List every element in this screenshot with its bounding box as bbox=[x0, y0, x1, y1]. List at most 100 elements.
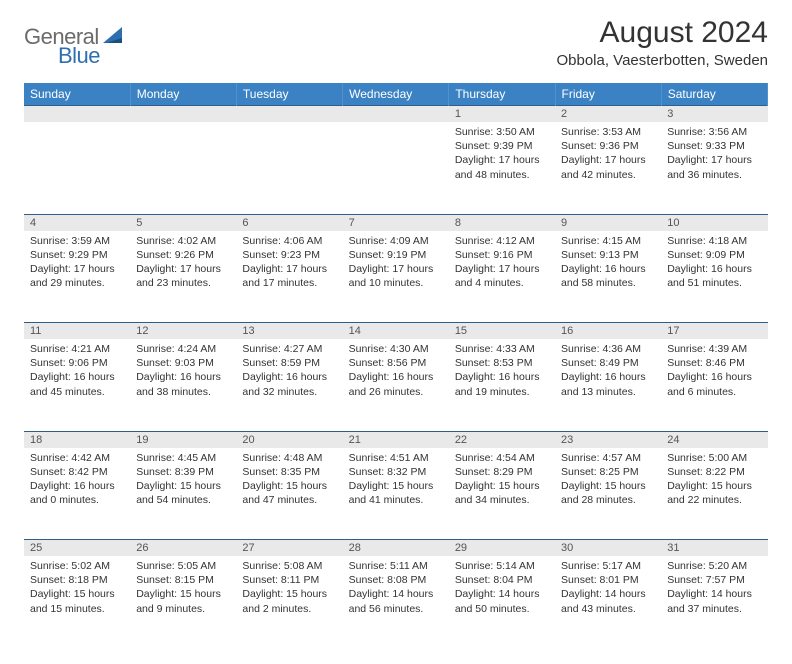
day-cell: Sunrise: 4:02 AMSunset: 9:26 PMDaylight:… bbox=[130, 231, 236, 323]
day-number-cell bbox=[24, 106, 130, 123]
brand-text-2: Blue bbox=[24, 43, 100, 69]
day-details: Sunrise: 4:27 AMSunset: 8:59 PMDaylight:… bbox=[236, 339, 342, 405]
day-details: Sunrise: 4:39 AMSunset: 8:46 PMDaylight:… bbox=[661, 339, 767, 405]
day-number-cell: 18 bbox=[24, 431, 130, 448]
day-cell: Sunrise: 5:05 AMSunset: 8:15 PMDaylight:… bbox=[130, 556, 236, 648]
day-number: 24 bbox=[661, 432, 767, 448]
day-number-cell: 6 bbox=[236, 214, 342, 231]
day-cell bbox=[343, 122, 449, 214]
day-cell: Sunrise: 3:59 AMSunset: 9:29 PMDaylight:… bbox=[24, 231, 130, 323]
day-cell: Sunrise: 3:56 AMSunset: 9:33 PMDaylight:… bbox=[661, 122, 767, 214]
day-number: 11 bbox=[24, 323, 130, 339]
day-cell bbox=[130, 122, 236, 214]
day-header: Thursday bbox=[449, 83, 555, 106]
day-number-cell: 22 bbox=[449, 431, 555, 448]
title-block: August 2024 Obbola, Vaesterbotten, Swede… bbox=[556, 16, 768, 69]
day-cell: Sunrise: 4:45 AMSunset: 8:39 PMDaylight:… bbox=[130, 448, 236, 540]
day-cell: Sunrise: 4:27 AMSunset: 8:59 PMDaylight:… bbox=[236, 339, 342, 431]
day-cell: Sunrise: 3:53 AMSunset: 9:36 PMDaylight:… bbox=[555, 122, 661, 214]
day-cell: Sunrise: 4:54 AMSunset: 8:29 PMDaylight:… bbox=[449, 448, 555, 540]
day-cell bbox=[24, 122, 130, 214]
day-details: Sunrise: 4:06 AMSunset: 9:23 PMDaylight:… bbox=[236, 231, 342, 297]
day-number-cell: 2 bbox=[555, 106, 661, 123]
day-cell bbox=[236, 122, 342, 214]
day-number: 31 bbox=[661, 540, 767, 556]
day-header: Sunday bbox=[24, 83, 130, 106]
day-number-cell: 31 bbox=[661, 540, 767, 557]
day-cell: Sunrise: 4:48 AMSunset: 8:35 PMDaylight:… bbox=[236, 448, 342, 540]
day-details: Sunrise: 4:21 AMSunset: 9:06 PMDaylight:… bbox=[24, 339, 130, 405]
day-number-cell: 30 bbox=[555, 540, 661, 557]
day-cell: Sunrise: 5:14 AMSunset: 8:04 PMDaylight:… bbox=[449, 556, 555, 648]
day-number: 29 bbox=[449, 540, 555, 556]
day-number-cell: 26 bbox=[130, 540, 236, 557]
day-number-cell: 25 bbox=[24, 540, 130, 557]
day-cell: Sunrise: 4:57 AMSunset: 8:25 PMDaylight:… bbox=[555, 448, 661, 540]
day-number: 12 bbox=[130, 323, 236, 339]
day-number-cell: 16 bbox=[555, 323, 661, 340]
day-details: Sunrise: 4:36 AMSunset: 8:49 PMDaylight:… bbox=[555, 339, 661, 405]
day-number: 14 bbox=[343, 323, 449, 339]
day-number-cell: 20 bbox=[236, 431, 342, 448]
day-details: Sunrise: 4:42 AMSunset: 8:42 PMDaylight:… bbox=[24, 448, 130, 514]
day-number bbox=[236, 106, 342, 122]
day-number-cell: 23 bbox=[555, 431, 661, 448]
day-details: Sunrise: 3:50 AMSunset: 9:39 PMDaylight:… bbox=[449, 122, 555, 188]
day-cell: Sunrise: 3:50 AMSunset: 9:39 PMDaylight:… bbox=[449, 122, 555, 214]
day-number-cell: 29 bbox=[449, 540, 555, 557]
day-number: 19 bbox=[130, 432, 236, 448]
day-cell: Sunrise: 4:18 AMSunset: 9:09 PMDaylight:… bbox=[661, 231, 767, 323]
day-details: Sunrise: 4:12 AMSunset: 9:16 PMDaylight:… bbox=[449, 231, 555, 297]
day-number-cell: 19 bbox=[130, 431, 236, 448]
day-cell: Sunrise: 4:12 AMSunset: 9:16 PMDaylight:… bbox=[449, 231, 555, 323]
day-details: Sunrise: 4:30 AMSunset: 8:56 PMDaylight:… bbox=[343, 339, 449, 405]
day-number: 8 bbox=[449, 215, 555, 231]
day-cell: Sunrise: 4:21 AMSunset: 9:06 PMDaylight:… bbox=[24, 339, 130, 431]
day-number-cell: 13 bbox=[236, 323, 342, 340]
day-cell: Sunrise: 5:11 AMSunset: 8:08 PMDaylight:… bbox=[343, 556, 449, 648]
day-details: Sunrise: 4:51 AMSunset: 8:32 PMDaylight:… bbox=[343, 448, 449, 514]
day-details: Sunrise: 4:45 AMSunset: 8:39 PMDaylight:… bbox=[130, 448, 236, 514]
day-number: 4 bbox=[24, 215, 130, 231]
day-number-cell: 12 bbox=[130, 323, 236, 340]
day-number: 18 bbox=[24, 432, 130, 448]
day-header: Monday bbox=[130, 83, 236, 106]
day-number: 6 bbox=[236, 215, 342, 231]
day-cell: Sunrise: 5:08 AMSunset: 8:11 PMDaylight:… bbox=[236, 556, 342, 648]
day-number: 2 bbox=[555, 106, 661, 122]
day-number-cell: 17 bbox=[661, 323, 767, 340]
day-details: Sunrise: 3:53 AMSunset: 9:36 PMDaylight:… bbox=[555, 122, 661, 188]
day-number-cell: 15 bbox=[449, 323, 555, 340]
day-cell: Sunrise: 5:00 AMSunset: 8:22 PMDaylight:… bbox=[661, 448, 767, 540]
day-cell: Sunrise: 4:30 AMSunset: 8:56 PMDaylight:… bbox=[343, 339, 449, 431]
day-details: Sunrise: 4:15 AMSunset: 9:13 PMDaylight:… bbox=[555, 231, 661, 297]
day-number bbox=[343, 106, 449, 122]
day-cell: Sunrise: 4:39 AMSunset: 8:46 PMDaylight:… bbox=[661, 339, 767, 431]
day-cell: Sunrise: 4:51 AMSunset: 8:32 PMDaylight:… bbox=[343, 448, 449, 540]
day-number-cell: 1 bbox=[449, 106, 555, 123]
day-number-cell: 28 bbox=[343, 540, 449, 557]
day-number-cell bbox=[236, 106, 342, 123]
location: Obbola, Vaesterbotten, Sweden bbox=[556, 52, 768, 69]
day-details: Sunrise: 4:48 AMSunset: 8:35 PMDaylight:… bbox=[236, 448, 342, 514]
day-cell: Sunrise: 4:36 AMSunset: 8:49 PMDaylight:… bbox=[555, 339, 661, 431]
day-number: 26 bbox=[130, 540, 236, 556]
day-details: Sunrise: 4:33 AMSunset: 8:53 PMDaylight:… bbox=[449, 339, 555, 405]
day-number bbox=[24, 106, 130, 122]
day-number-cell: 5 bbox=[130, 214, 236, 231]
day-details: Sunrise: 4:02 AMSunset: 9:26 PMDaylight:… bbox=[130, 231, 236, 297]
day-number-cell bbox=[343, 106, 449, 123]
day-details: Sunrise: 4:57 AMSunset: 8:25 PMDaylight:… bbox=[555, 448, 661, 514]
day-number: 7 bbox=[343, 215, 449, 231]
day-details: Sunrise: 5:00 AMSunset: 8:22 PMDaylight:… bbox=[661, 448, 767, 514]
calendar-table: SundayMondayTuesdayWednesdayThursdayFrid… bbox=[24, 83, 768, 648]
day-header: Wednesday bbox=[343, 83, 449, 106]
calendar-page: General August 2024 Obbola, Vaesterbotte… bbox=[0, 0, 792, 664]
day-cell: Sunrise: 4:24 AMSunset: 9:03 PMDaylight:… bbox=[130, 339, 236, 431]
day-number-cell: 8 bbox=[449, 214, 555, 231]
brand-triangle-icon bbox=[103, 26, 123, 49]
day-number: 30 bbox=[555, 540, 661, 556]
day-number: 27 bbox=[236, 540, 342, 556]
day-cell: Sunrise: 4:06 AMSunset: 9:23 PMDaylight:… bbox=[236, 231, 342, 323]
day-number: 22 bbox=[449, 432, 555, 448]
